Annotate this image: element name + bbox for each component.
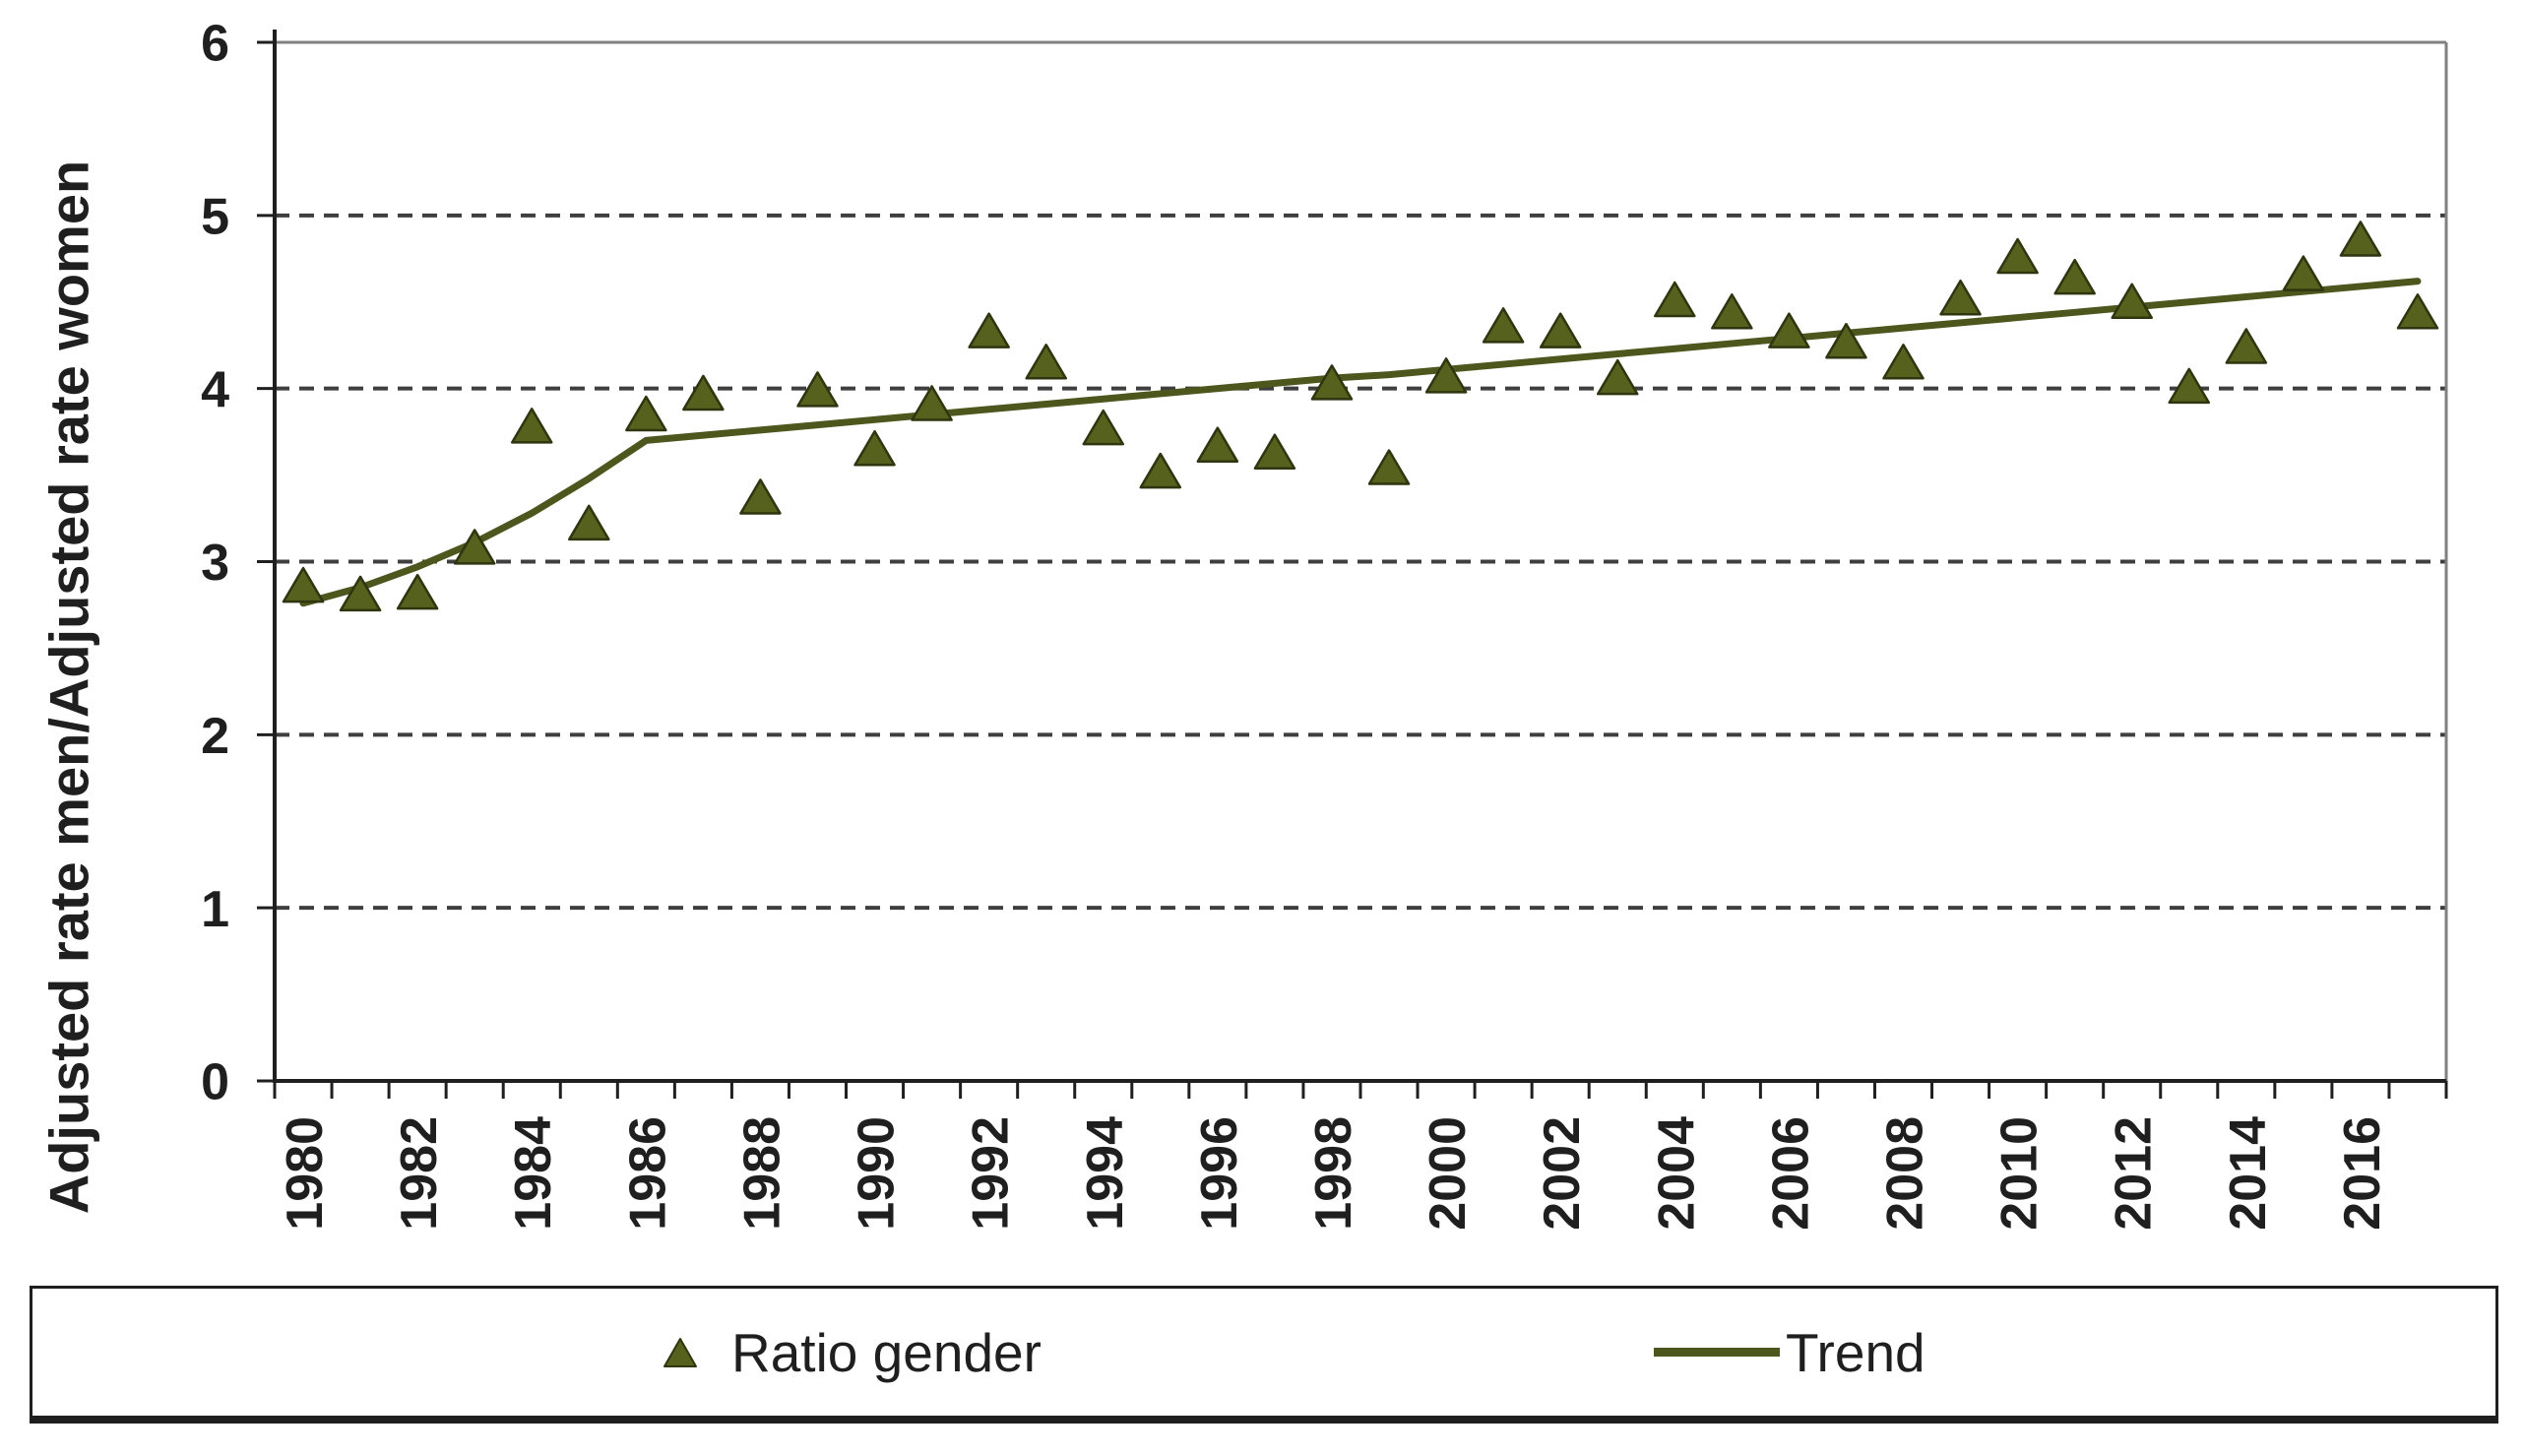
scatter-point-1986: [625, 395, 667, 432]
trend-line: [299, 278, 2422, 607]
x-tick-label-1998: 1998: [1305, 1116, 1362, 1231]
x-tick-label-2004: 2004: [1648, 1116, 1705, 1231]
x-tick-label-1984: 1984: [505, 1116, 562, 1231]
x-tick-label-1996: 1996: [1191, 1116, 1248, 1231]
x-tick-label-2016: 2016: [2334, 1116, 2391, 1231]
scatter-point-2009: [1939, 279, 1982, 316]
x-tick-label-2012: 2012: [2106, 1116, 2163, 1231]
x-tick-label-2008: 2008: [1877, 1116, 1934, 1231]
scatter-point-2010: [1996, 237, 2039, 275]
legend-label-trend: Trend: [1786, 1321, 1925, 1383]
scatter-point-2007: [1825, 322, 1867, 359]
scatter-point-2008: [1882, 344, 1925, 380]
x-tick-label-1982: 1982: [391, 1116, 448, 1231]
scatter-point-2012: [2111, 283, 2153, 319]
scatter-point-1989: [796, 371, 839, 408]
trend-line-icon: [1654, 1348, 1780, 1357]
scatter-point-2017: [2396, 293, 2439, 330]
scatter-point-1996: [1196, 426, 1239, 463]
scatter-point-1982: [396, 573, 439, 610]
scatter-point-2001: [1482, 307, 1525, 344]
scatter-point-2003: [1596, 358, 1639, 396]
scatter-point-2014: [2225, 328, 2268, 364]
scatter-point-1981: [339, 575, 382, 612]
scatter-point-1992: [968, 312, 1010, 348]
y-axis-title: Adjusted rate men/Adjusted rate women: [37, 159, 100, 1215]
y-tick-label-2: 2: [201, 708, 229, 765]
x-tick-label-1986: 1986: [619, 1116, 676, 1231]
scatter-point-1990: [853, 429, 896, 467]
scatter-point-1984: [510, 408, 553, 444]
y-tick-label-3: 3: [201, 535, 229, 592]
x-tick-label-1992: 1992: [963, 1116, 1020, 1231]
scatter-point-1993: [1025, 344, 1067, 380]
scatter-point-2005: [1711, 293, 1753, 330]
scatter-point-2004: [1654, 281, 1696, 318]
y-tick-label-5: 5: [201, 189, 229, 246]
scatter-point-1987: [682, 374, 725, 411]
legend-item-trend: Trend: [1654, 1321, 1925, 1384]
x-tick-label-1990: 1990: [849, 1116, 906, 1231]
x-tick-label-2002: 2002: [1534, 1116, 1591, 1231]
legend-label-ratio-gender: Ratio gender: [731, 1321, 1042, 1383]
scatter-point-1999: [1367, 449, 1411, 485]
scatter-point-1985: [568, 504, 610, 541]
x-tick-label-1980: 1980: [277, 1116, 334, 1231]
y-tick-label-0: 0: [201, 1054, 229, 1111]
scatter-point-1988: [739, 478, 782, 515]
y-tick-label-4: 4: [201, 361, 229, 418]
x-tick-label-1994: 1994: [1077, 1116, 1134, 1231]
scatter-point-1995: [1139, 452, 1182, 489]
x-tick-label-2010: 2010: [1991, 1116, 2049, 1231]
x-tick-label-2000: 2000: [1420, 1116, 1477, 1231]
scatter-point-1994: [1082, 409, 1125, 446]
scatter-point-1997: [1253, 433, 1296, 470]
y-tick-label-1: 1: [201, 881, 229, 938]
scatter-point-2013: [2168, 367, 2211, 405]
scatter-point-1980: [282, 566, 325, 603]
legend-box: Ratio gender Trend: [30, 1286, 2498, 1424]
scatter-point-1991: [911, 385, 953, 421]
x-tick-label-1988: 1988: [733, 1116, 790, 1231]
scatter-point-2002: [1539, 312, 1582, 348]
scatter-point-1983: [453, 529, 496, 565]
x-tick-label-2014: 2014: [2220, 1116, 2277, 1231]
scatter-point-2015: [2282, 255, 2325, 291]
scatter-point-2011: [2053, 258, 2096, 295]
legend-item-ratio-gender: Ratio gender: [663, 1321, 1042, 1384]
triangle-marker-icon: [663, 1337, 698, 1368]
x-tick-label-2006: 2006: [1762, 1116, 1819, 1231]
scatter-point-2006: [1768, 312, 1810, 348]
scatter-point-2016: [2339, 221, 2382, 257]
y-tick-label-6: 6: [201, 16, 229, 73]
scatter-point-2000: [1424, 357, 1468, 394]
scatter-point-1998: [1310, 364, 1354, 401]
